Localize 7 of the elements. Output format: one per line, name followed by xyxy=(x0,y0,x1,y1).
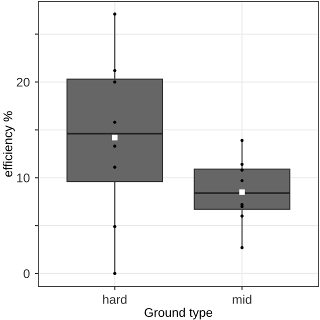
x-tick-label: hard xyxy=(103,294,126,304)
y-tick-label: 20 xyxy=(16,78,30,87)
y-tick-label: 0 xyxy=(24,269,30,278)
x-axis-title: Ground type xyxy=(144,308,212,320)
x-tick-label: mid xyxy=(232,294,252,304)
y-tick-label: 10 xyxy=(17,174,30,182)
y-axis-title: efficiency % xyxy=(3,111,15,177)
